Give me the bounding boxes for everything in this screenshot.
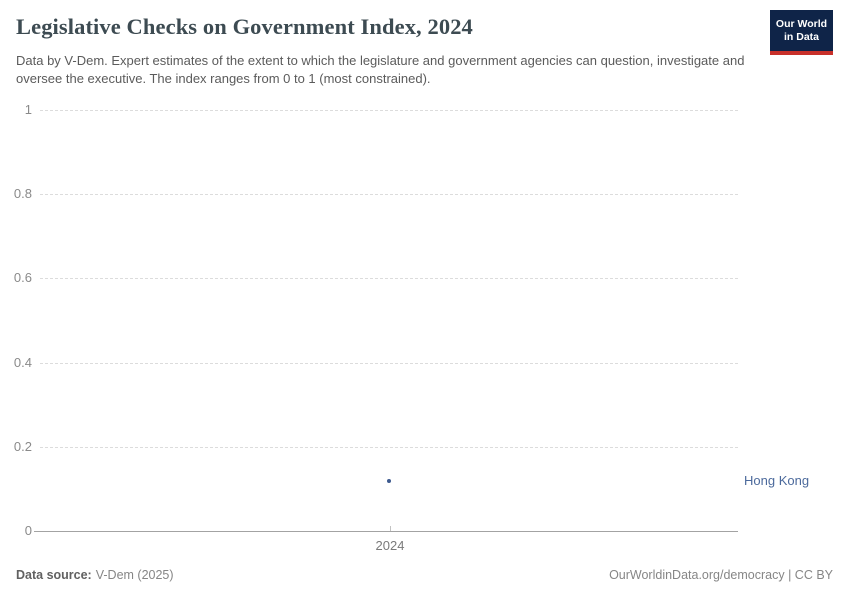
gridline-0.8: 0.8 xyxy=(14,186,738,201)
y-axis-tick-label: 0 xyxy=(24,523,32,538)
y-axis-tick-label: 0.2 xyxy=(13,439,32,454)
owid-logo[interactable]: Our World in Data xyxy=(770,10,833,55)
y-axis-tick-label: 0.8 xyxy=(13,186,32,201)
data-point-hong-kong[interactable] xyxy=(387,479,391,483)
data-source-value: V-Dem (2025) xyxy=(95,568,174,582)
chart-subtitle: Data by V-Dem. Expert estimates of the e… xyxy=(16,53,745,86)
gridline-0.6: 0.6 xyxy=(14,270,738,285)
owid-logo-line2: in Data xyxy=(783,30,819,43)
x-axis-line: 0 xyxy=(25,523,738,538)
chart-plot-area: 1 0.8 0.6 0.4 0.2 0 2024 Hong Kong xyxy=(14,102,809,553)
page-title: Legislative Checks on Government Index, … xyxy=(16,14,473,39)
gridline-0.2: 0.2 xyxy=(14,439,738,454)
data-source-note: Data source: V-Dem (2025) xyxy=(16,568,174,582)
x-axis-tick-mark xyxy=(390,526,391,531)
credit-link[interactable]: OurWorldinData.org/democracy | CC BY xyxy=(609,568,833,582)
y-axis-tick-label: 1 xyxy=(24,102,32,117)
chart-footer: Data source: V-Dem (2025) OurWorldinData.… xyxy=(16,568,833,582)
x-axis-tick-label: 2024 xyxy=(375,538,405,553)
data-source-label: Data source: xyxy=(16,568,92,582)
y-axis-tick-label: 0.6 xyxy=(13,270,32,285)
entity-label-hong-kong[interactable]: Hong Kong xyxy=(744,473,810,488)
gridline-0.4: 0.4 xyxy=(14,355,738,370)
owid-logo-line1: Our World xyxy=(775,17,828,30)
y-axis-tick-label: 0.4 xyxy=(13,355,32,370)
gridline-1: 1 xyxy=(25,102,738,117)
